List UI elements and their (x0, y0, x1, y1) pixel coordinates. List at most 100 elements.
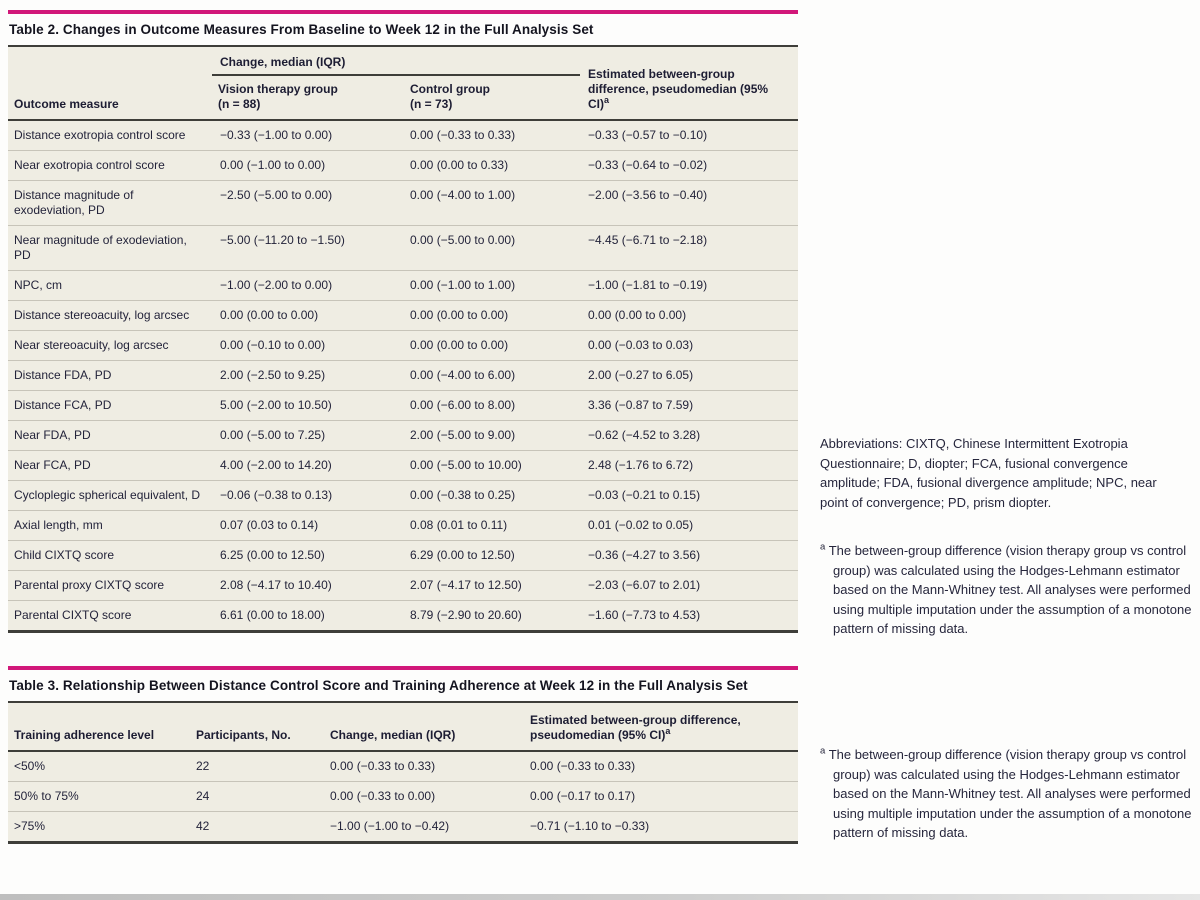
vt-cell: 2.08 (−4.17 to 10.40) (212, 570, 402, 601)
vt-cell: 6.25 (0.00 to 12.50) (212, 540, 402, 571)
change-cell: 0.00 (−0.33 to 0.33) (330, 759, 436, 773)
table3-title: Table 3. Relationship Between Distance C… (9, 678, 748, 693)
measure-cell: Axial length, mm (8, 510, 212, 541)
difference-header-label: Estimated between-group difference, pseu… (588, 67, 769, 111)
table-row: Near stereoacuity, log arcsec 0.00 (−0.10… (8, 330, 798, 361)
vt-cell: 0.07 (0.03 to 0.14) (212, 510, 402, 541)
diff-cell: 2.48 (−1.76 to 6.72) (580, 450, 798, 481)
diff-cell: −0.33 (−0.57 to −0.10) (588, 128, 708, 142)
footnote-a-table3: a The between-group difference (vision t… (820, 745, 1200, 843)
table2-title: Table 2. Changes in Outcome Measures Fro… (9, 22, 594, 37)
table-row: Distance magnitude of exodeviation, PD −2… (8, 180, 798, 226)
table3-col-change-header: Change, median (IQR) (330, 728, 456, 742)
diff-cell: 0.00 (0.00 to 0.00) (580, 300, 798, 331)
control-cell: 2.00 (−5.00 to 9.00) (402, 420, 580, 451)
diff-cell: −0.71 (−1.10 to −0.33) (522, 811, 798, 843)
measure-cell: Parental proxy CIXTQ score (8, 570, 212, 601)
measure-cell: Near exotropia control score (8, 150, 212, 181)
table2-col-outcome-header: Outcome measure (14, 97, 119, 111)
measure-cell: NPC, cm (8, 270, 212, 301)
vt-cell: −5.00 (−11.20 to −1.50) (212, 225, 402, 271)
measure-cell: Near FDA, PD (8, 420, 212, 451)
diff-cell: −4.45 (−6.71 to −2.18) (580, 225, 798, 271)
vt-cell: 2.00 (−2.50 to 9.25) (212, 360, 402, 391)
spanner-label: Change, median (IQR) (220, 55, 346, 69)
control-cell: 0.00 (−0.33 to 0.33) (410, 128, 516, 142)
table2-col-difference-header: Estimated between-group difference, pseu… (580, 46, 798, 120)
participants-cell: 42 (188, 811, 322, 843)
diff-cell: 0.01 (−0.02 to 0.05) (580, 510, 798, 541)
table-row: 50% to 75% 24 0.00 (−0.33 to 0.00) 0.00 (−0… (8, 781, 798, 812)
table2-body: Distance exotropia control score −0.33 (−… (8, 120, 798, 632)
diff-cell: 2.00 (−0.27 to 6.05) (580, 360, 798, 391)
vt-cell: −0.06 (−0.38 to 0.13) (212, 480, 402, 511)
table2-header-row-2: Vision therapy group (n = 88) Control gro… (8, 75, 798, 120)
table-row: Near exotropia control score 0.00 (−1.00 … (8, 150, 798, 181)
measure-cell: Distance FCA, PD (8, 390, 212, 421)
group-name: Control group (410, 82, 490, 96)
measure-cell: Near FCA, PD (8, 450, 212, 481)
table-row: Distance exotropia control score −0.33 (−… (8, 120, 798, 151)
measure-cell: Distance stereoacuity, log arcsec (8, 300, 212, 331)
table-row: <50% 22 0.00 (−0.33 to 0.33) 0.00 (−0.33 to… (8, 751, 798, 782)
control-cell: 0.00 (−5.00 to 10.00) (402, 450, 580, 481)
table3-col-adherence-header: Training adherence level (14, 728, 155, 742)
control-cell: 0.00 (0.00 to 0.00) (402, 300, 580, 331)
table2-section: Table 2. Changes in Outcome Measures Fro… (8, 10, 798, 633)
vt-cell: −1.00 (−2.00 to 0.00) (212, 270, 402, 301)
table3-section: Table 3. Relationship Between Distance C… (8, 666, 798, 844)
table2-col-control-header: Control group (n = 73) (402, 75, 580, 120)
control-cell: 0.00 (−1.00 to 1.00) (402, 270, 580, 301)
abbreviations-note: Abbreviations: CIXTQ, Chinese Intermitte… (820, 436, 1157, 510)
vt-cell: −0.33 (−1.00 to 0.00) (220, 128, 333, 142)
control-cell: 0.00 (−0.38 to 0.25) (402, 480, 580, 511)
diff-cell: −1.60 (−7.73 to 4.53) (580, 600, 798, 632)
control-cell: 0.00 (−6.00 to 8.00) (402, 390, 580, 421)
vt-cell: 5.00 (−2.00 to 10.50) (212, 390, 402, 421)
measure-cell: Child CIXTQ score (8, 540, 212, 571)
table-row: NPC, cm −1.00 (−2.00 to 0.00) 0.00 (−1.00 … (8, 270, 798, 301)
table-row: Parental CIXTQ score 6.61 (0.00 to 18.00)… (8, 600, 798, 632)
control-cell: 6.29 (0.00 to 12.50) (402, 540, 580, 571)
control-cell: 8.79 (−2.90 to 20.60) (402, 600, 580, 632)
table-row: Distance FDA, PD 2.00 (−2.50 to 9.25) 0.00… (8, 360, 798, 391)
diff-cell: 3.36 (−0.87 to 7.59) (580, 390, 798, 421)
table-row: Near magnitude of exodeviation, PD −5.00 … (8, 225, 798, 271)
measure-cell: Cycloplegic spherical equivalent, D (8, 480, 212, 511)
footnote-marker: a (665, 726, 671, 736)
diff-cell: −1.00 (−1.81 to −0.19) (580, 270, 798, 301)
diff-cell: −0.33 (−0.64 to −0.02) (580, 150, 798, 181)
vt-cell: 0.00 (0.00 to 0.00) (212, 300, 402, 331)
diff-cell: −2.00 (−3.56 to −0.40) (580, 180, 798, 226)
diff-cell: −0.36 (−4.27 to 3.56) (580, 540, 798, 571)
table2-spanner-header: Change, median (IQR) (212, 46, 580, 76)
vt-cell: 4.00 (−2.00 to 14.20) (212, 450, 402, 481)
difference-header-label: Estimated between-group difference, pseu… (530, 713, 741, 742)
table-row: Cycloplegic spherical equivalent, D −0.06… (8, 480, 798, 511)
page-bottom-edge (0, 894, 1200, 900)
group-n: (n = 73) (410, 97, 453, 111)
measure-cell: Distance FDA, PD (8, 360, 212, 391)
table-row: Child CIXTQ score 6.25 (0.00 to 12.50) 6.2… (8, 540, 798, 571)
group-n: (n = 88) (218, 97, 261, 111)
diff-cell: −2.03 (−6.07 to 2.01) (580, 570, 798, 601)
diff-cell: 0.00 (−0.17 to 0.17) (522, 781, 798, 812)
accent-rule (8, 10, 798, 14)
table-row: Distance stereoacuity, log arcsec 0.00 (0… (8, 300, 798, 331)
participants-cell: 24 (188, 781, 322, 812)
table3-col-difference-header: Estimated between-group difference, pseu… (522, 702, 798, 751)
measure-cell: Distance magnitude of exodeviation, PD (8, 180, 212, 226)
table2: Outcome measure Change, median (IQR) Est… (8, 45, 798, 633)
measure-cell: Distance exotropia control score (14, 128, 186, 142)
table-row: Axial length, mm 0.07 (0.03 to 0.14) 0.08 … (8, 510, 798, 541)
diff-cell: −0.62 (−4.52 to 3.28) (580, 420, 798, 451)
table-row: Near FCA, PD 4.00 (−2.00 to 14.20) 0.00 (−… (8, 450, 798, 481)
control-cell: 2.07 (−4.17 to 12.50) (402, 570, 580, 601)
table-row: Distance FCA, PD 5.00 (−2.00 to 10.50) 0.0… (8, 390, 798, 421)
footnote-marker: a (604, 95, 610, 105)
measure-cell: Parental CIXTQ score (8, 600, 212, 632)
footnote-marker: a (820, 541, 826, 553)
change-cell: −1.00 (−1.00 to −0.42) (322, 811, 522, 843)
table3-col-participants-header: Participants, No. (196, 728, 291, 742)
